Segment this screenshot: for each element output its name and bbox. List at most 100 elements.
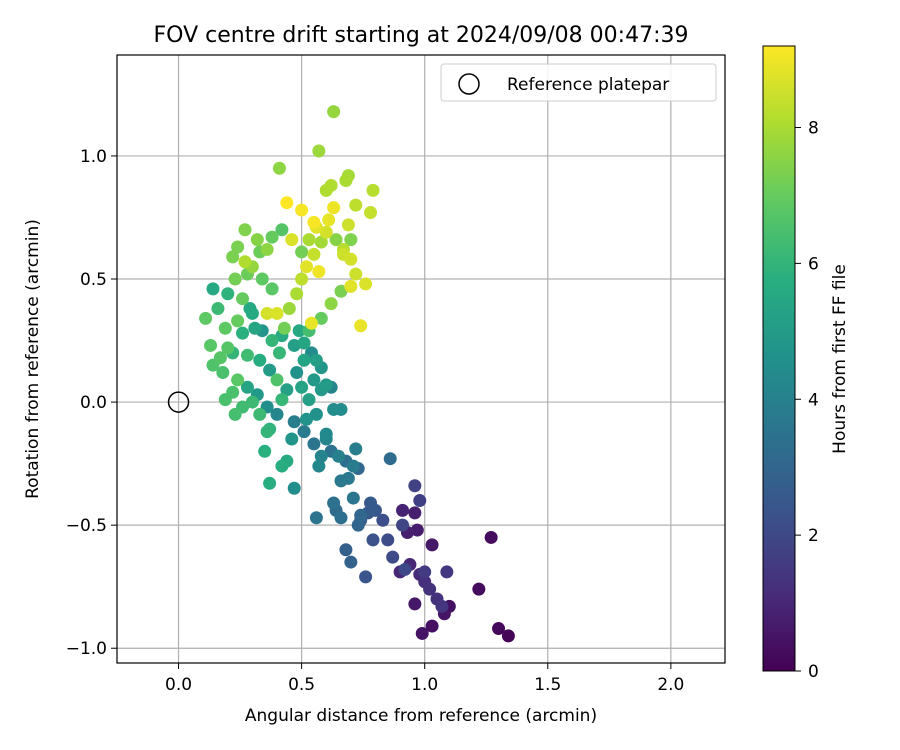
data-point: [282, 302, 296, 316]
data-point: [238, 223, 252, 237]
data-point: [339, 543, 353, 557]
data-point: [260, 242, 274, 256]
data-point: [265, 230, 279, 244]
legend-box: [440, 63, 717, 102]
data-point: [410, 523, 424, 537]
data-point: [314, 235, 328, 249]
data-point: [344, 252, 358, 266]
x-tick-label: 2.0: [657, 675, 684, 695]
data-point: [344, 233, 358, 247]
data-point: [312, 265, 326, 279]
data-point: [334, 284, 348, 298]
plot-frame: [116, 54, 726, 664]
data-point: [270, 407, 284, 421]
data-point: [218, 393, 232, 407]
data-point: [472, 582, 486, 596]
data-point: [248, 321, 262, 335]
data-point: [307, 437, 321, 451]
data-point: [327, 201, 341, 215]
data-point: [440, 565, 454, 579]
data-point: [287, 481, 301, 495]
data-point: [260, 306, 274, 320]
colorbar-tick-label: 6: [808, 254, 819, 274]
data-point: [319, 378, 333, 392]
data-point: [295, 380, 309, 394]
legend-reference-marker-icon: [458, 73, 480, 95]
data-point: [245, 395, 259, 409]
data-point: [366, 183, 380, 197]
data-point: [351, 518, 365, 532]
data-point: [339, 174, 353, 188]
data-point: [236, 326, 250, 340]
data-point: [275, 223, 289, 237]
data-point: [245, 306, 259, 320]
y-tick-label: 0.0: [80, 393, 107, 413]
colorbar-label: Hours from first FF file: [830, 264, 850, 454]
data-point: [240, 348, 254, 362]
x-axis-label: Angular distance from reference (arcmin): [245, 706, 597, 726]
data-point: [304, 316, 318, 330]
data-point: [501, 629, 515, 643]
data-point: [381, 533, 395, 547]
data-point: [253, 353, 267, 367]
colorbar-ticks: 0 2 4 6 8: [795, 119, 819, 682]
data-point: [211, 302, 225, 316]
data-point: [344, 555, 358, 569]
colorbar-tick-label: 4: [808, 390, 819, 410]
data-point: [334, 474, 348, 488]
data-point: [277, 321, 291, 335]
data-point: [359, 570, 373, 584]
data-point: [263, 476, 277, 490]
data-point: [218, 321, 232, 335]
y-tick-label: 1.0: [80, 147, 107, 167]
data-point: [221, 341, 235, 355]
data-point: [292, 324, 306, 338]
data-point: [226, 250, 240, 264]
data-point: [275, 459, 289, 473]
data-point: [270, 373, 284, 387]
data-point: [258, 444, 272, 458]
data-point: [341, 218, 355, 232]
data-point: [297, 425, 311, 439]
data-point: [324, 178, 338, 192]
data-point: [349, 267, 363, 281]
y-tick-label: −1.0: [66, 639, 107, 659]
data-point: [309, 353, 323, 367]
x-tick-label: 1.5: [534, 675, 561, 695]
data-point: [324, 297, 338, 311]
data-point: [255, 272, 269, 286]
data-point: [334, 402, 348, 416]
data-point: [231, 314, 245, 328]
data-point: [228, 272, 242, 286]
data-point: [319, 427, 333, 441]
legend-entry-label: Reference platepar: [507, 75, 669, 95]
data-point: [206, 282, 220, 296]
data-point: [295, 203, 309, 217]
data-point: [275, 393, 289, 407]
data-point: [221, 287, 235, 301]
data-point: [322, 213, 336, 227]
data-point: [204, 338, 218, 352]
data-point: [295, 272, 309, 286]
data-point: [366, 533, 380, 547]
data-point: [327, 105, 341, 119]
data-point: [332, 449, 346, 463]
data-point: [423, 582, 437, 596]
data-points: [199, 105, 515, 643]
data-point: [349, 442, 363, 456]
data-point: [297, 353, 311, 367]
data-point: [435, 599, 449, 613]
data-point: [376, 513, 390, 527]
data-point: [346, 491, 360, 505]
reference-marker-layer: [167, 391, 190, 413]
data-point: [213, 351, 227, 365]
data-point: [484, 530, 498, 544]
data-point: [396, 503, 410, 517]
data-point: [312, 459, 326, 473]
data-point: [312, 144, 326, 158]
data-point: [319, 225, 333, 239]
colorbar-tick-label: 2: [808, 526, 819, 546]
data-point: [302, 233, 316, 247]
data-point: [253, 407, 267, 421]
reference-platepar-marker: [167, 391, 190, 413]
